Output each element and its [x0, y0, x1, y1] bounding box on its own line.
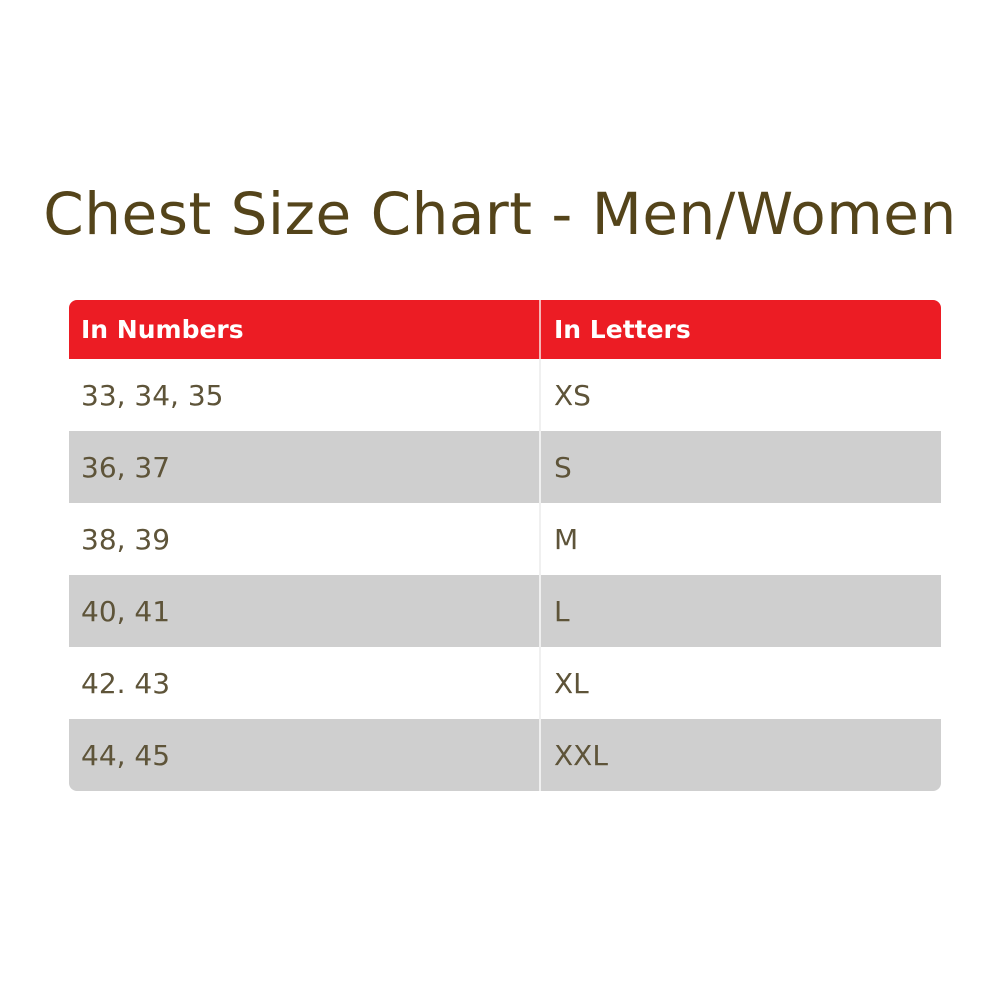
letters-cell: M: [554, 522, 579, 556]
letters-cell: XXL: [554, 738, 608, 772]
letters-cell: XS: [554, 378, 591, 412]
table-row: 40, 41 L: [69, 575, 941, 647]
table-row: 42. 43 XL: [69, 647, 941, 719]
numbers-cell: 44, 45: [69, 719, 541, 791]
letters-cell: L: [554, 594, 570, 628]
letters-cell: S: [554, 450, 572, 484]
size-table: In Numbers In Letters 33, 34, 35 XS 36, …: [69, 300, 941, 791]
header-in-letters: In Letters: [554, 315, 691, 344]
header-in-numbers: In Numbers: [69, 300, 541, 359]
table-row: 44, 45 XXL: [69, 719, 941, 791]
numbers-cell: 38, 39: [69, 503, 541, 575]
table-header: In Numbers In Letters: [69, 300, 941, 359]
table-row: 33, 34, 35 XS: [69, 359, 941, 431]
page-title: Chest Size Chart - Men/Women: [43, 180, 957, 248]
letters-cell: XL: [554, 666, 589, 700]
table-row: 36, 37 S: [69, 431, 941, 503]
numbers-cell: 40, 41: [69, 575, 541, 647]
numbers-cell: 33, 34, 35: [69, 359, 541, 431]
table-row: 38, 39 M: [69, 503, 941, 575]
numbers-cell: 36, 37: [69, 431, 541, 503]
numbers-cell: 42. 43: [69, 647, 541, 719]
